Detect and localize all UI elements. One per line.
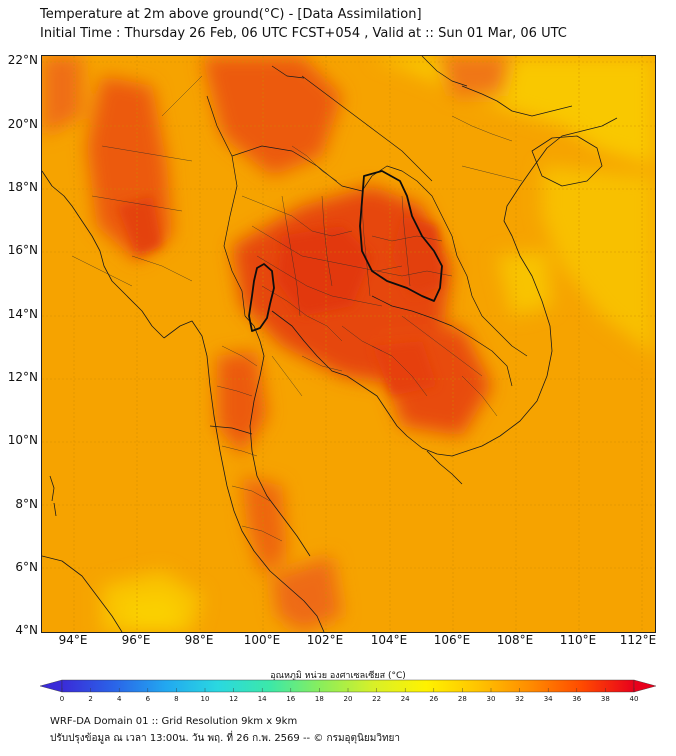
colorbar-tick-label: 30 [486, 695, 496, 703]
colorbar-tick-label: 6 [145, 695, 151, 703]
lat-label-16n: 16°N [7, 243, 38, 257]
map-title: Temperature at 2m above ground(°C) - [Da… [40, 7, 422, 22]
colorbar-tick-label: 2 [88, 695, 93, 703]
lat-label-6n: 6°N [15, 560, 38, 574]
lon-label-106e: 106°E [433, 633, 471, 647]
colorbar-tick-label: 20 [343, 695, 353, 703]
colorbar-tick-label: 14 [257, 695, 267, 703]
lat-label-18n: 18°N [7, 180, 38, 194]
lon-label-102e: 102°E [306, 633, 344, 647]
coastlines [42, 85, 618, 632]
lat-label-20n: 20°N [7, 117, 38, 131]
country-borders [206, 56, 528, 435]
lon-label-94e: 94°E [58, 633, 88, 647]
temperature-field [42, 56, 655, 632]
footer-update-info: ปรับปรุงข้อมูล ณ เวลา 13:00น. วัน พฤ. ที… [50, 733, 401, 744]
lat-label-10n: 10°N [7, 433, 38, 447]
lon-label-112e: 112°E [619, 633, 657, 647]
map-subtitle: Initial Time : Thursday 26 Feb, 06 UTC F… [40, 26, 567, 41]
lat-label-8n: 8°N [15, 497, 38, 511]
colorbar-tick-label: 16 [286, 695, 296, 703]
lon-label-100e: 100°E [243, 633, 281, 647]
colorbar [40, 679, 656, 693]
temperature-map [41, 55, 656, 633]
colorbar-tick-label: 22 [372, 695, 382, 703]
colorbar-title: อุณหภูมิ หน่วย องศาเซลเซียส (°C) [270, 671, 406, 681]
colorbar-tick-label: 4 [116, 695, 122, 703]
colorbar-over-arrow [633, 679, 656, 693]
colorbar-tick-label: 32 [515, 695, 525, 703]
colorbar-tick-label: 28 [457, 695, 467, 703]
colorbar-tick-label: 40 [629, 695, 639, 703]
colorbar-tick-label: 18 [314, 695, 324, 703]
lon-label-96e: 96°E [121, 633, 151, 647]
colorbar-under-arrow [40, 679, 63, 693]
footer-model-info: WRF-DA Domain 01 :: Grid Resolution 9km … [50, 716, 298, 727]
colorbar-tick-label: 34 [543, 695, 553, 703]
lon-label-98e: 98°E [184, 633, 214, 647]
lon-label-110e: 110°E [559, 633, 597, 647]
colorbar-tick-label: 26 [429, 695, 439, 703]
map-gridlines [42, 56, 655, 632]
lon-label-108e: 108°E [496, 633, 534, 647]
colorbar-tick-label: 0 [59, 695, 65, 703]
colorbar-tick-label: 12 [229, 695, 239, 703]
colorbar-tick-label: 8 [174, 695, 179, 703]
colorbar-tick-label: 36 [572, 695, 582, 703]
lat-label-22n: 22°N [7, 53, 38, 67]
highlighted-region-outlines [248, 170, 443, 332]
lon-label-104e: 104°E [370, 633, 408, 647]
province-borders [71, 75, 523, 542]
lat-label-14n: 14°N [7, 307, 38, 321]
colorbar-tick-label: 24 [400, 695, 410, 703]
colorbar-tick-label: 38 [600, 695, 610, 703]
lat-label-12n: 12°N [7, 370, 38, 384]
colorbar-tick-label: 10 [200, 695, 210, 703]
lat-label-4n: 4°N [15, 623, 38, 637]
